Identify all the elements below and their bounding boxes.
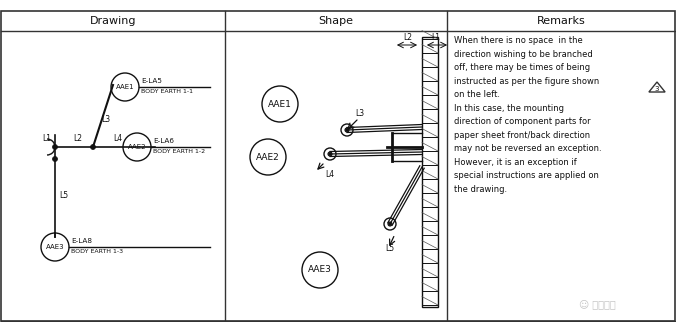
Text: AAE2: AAE2: [128, 144, 146, 150]
Text: L1: L1: [42, 134, 51, 143]
Text: L5: L5: [385, 244, 394, 253]
Bar: [422, 37, 438, 307]
Text: However, it is an exception if: However, it is an exception if: [454, 157, 577, 166]
Text: off, there may be times of being: off, there may be times of being: [454, 63, 590, 72]
Text: L2: L2: [73, 134, 82, 143]
Circle shape: [53, 156, 57, 162]
Text: L4: L4: [325, 170, 334, 179]
Text: In this case, the mounting: In this case, the mounting: [454, 103, 564, 112]
Text: L5: L5: [59, 191, 68, 200]
Text: Shape: Shape: [318, 16, 354, 26]
Text: AAE2: AAE2: [256, 153, 280, 162]
Text: paper sheet front/back direction: paper sheet front/back direction: [454, 130, 590, 139]
Circle shape: [329, 153, 331, 156]
Text: BODY EARTH 1-2: BODY EARTH 1-2: [153, 149, 205, 154]
Text: E-LA5: E-LA5: [141, 78, 162, 84]
Text: direction wishing to be branched: direction wishing to be branched: [454, 50, 593, 59]
Text: L2: L2: [404, 33, 412, 42]
Text: AAE3: AAE3: [308, 266, 332, 274]
Text: direction of component parts for: direction of component parts for: [454, 117, 591, 126]
Text: AAE3: AAE3: [46, 244, 64, 250]
Text: L3: L3: [355, 109, 364, 118]
Text: 3: 3: [655, 86, 659, 92]
Text: L1: L1: [431, 33, 441, 42]
Text: special instructions are applied on: special instructions are applied on: [454, 171, 599, 180]
Text: the drawing.: the drawing.: [454, 185, 507, 194]
Text: on the left.: on the left.: [454, 90, 500, 99]
Circle shape: [388, 222, 392, 226]
Text: E-LA6: E-LA6: [153, 138, 174, 144]
Text: BODY EARTH 1-1: BODY EARTH 1-1: [141, 89, 193, 94]
Text: L3: L3: [101, 115, 110, 124]
Text: Drawing: Drawing: [90, 16, 137, 26]
Circle shape: [345, 128, 349, 131]
Text: L4: L4: [113, 134, 122, 143]
Circle shape: [328, 152, 332, 156]
Text: Remarks: Remarks: [537, 16, 585, 26]
Text: When there is no space  in the: When there is no space in the: [454, 36, 583, 45]
Text: AAE1: AAE1: [116, 84, 135, 90]
Circle shape: [345, 128, 349, 132]
Text: BODY EARTH 1-3: BODY EARTH 1-3: [71, 249, 123, 254]
Text: E-LA8: E-LA8: [71, 238, 92, 244]
Circle shape: [389, 223, 391, 225]
Circle shape: [91, 145, 95, 149]
Text: may not be reversed an exception.: may not be reversed an exception.: [454, 144, 602, 153]
Text: ☺ 线束专家: ☺ 线束专家: [579, 299, 615, 309]
Circle shape: [53, 145, 57, 149]
Text: AAE1: AAE1: [268, 99, 292, 109]
Text: instructed as per the figure shown: instructed as per the figure shown: [454, 77, 599, 86]
